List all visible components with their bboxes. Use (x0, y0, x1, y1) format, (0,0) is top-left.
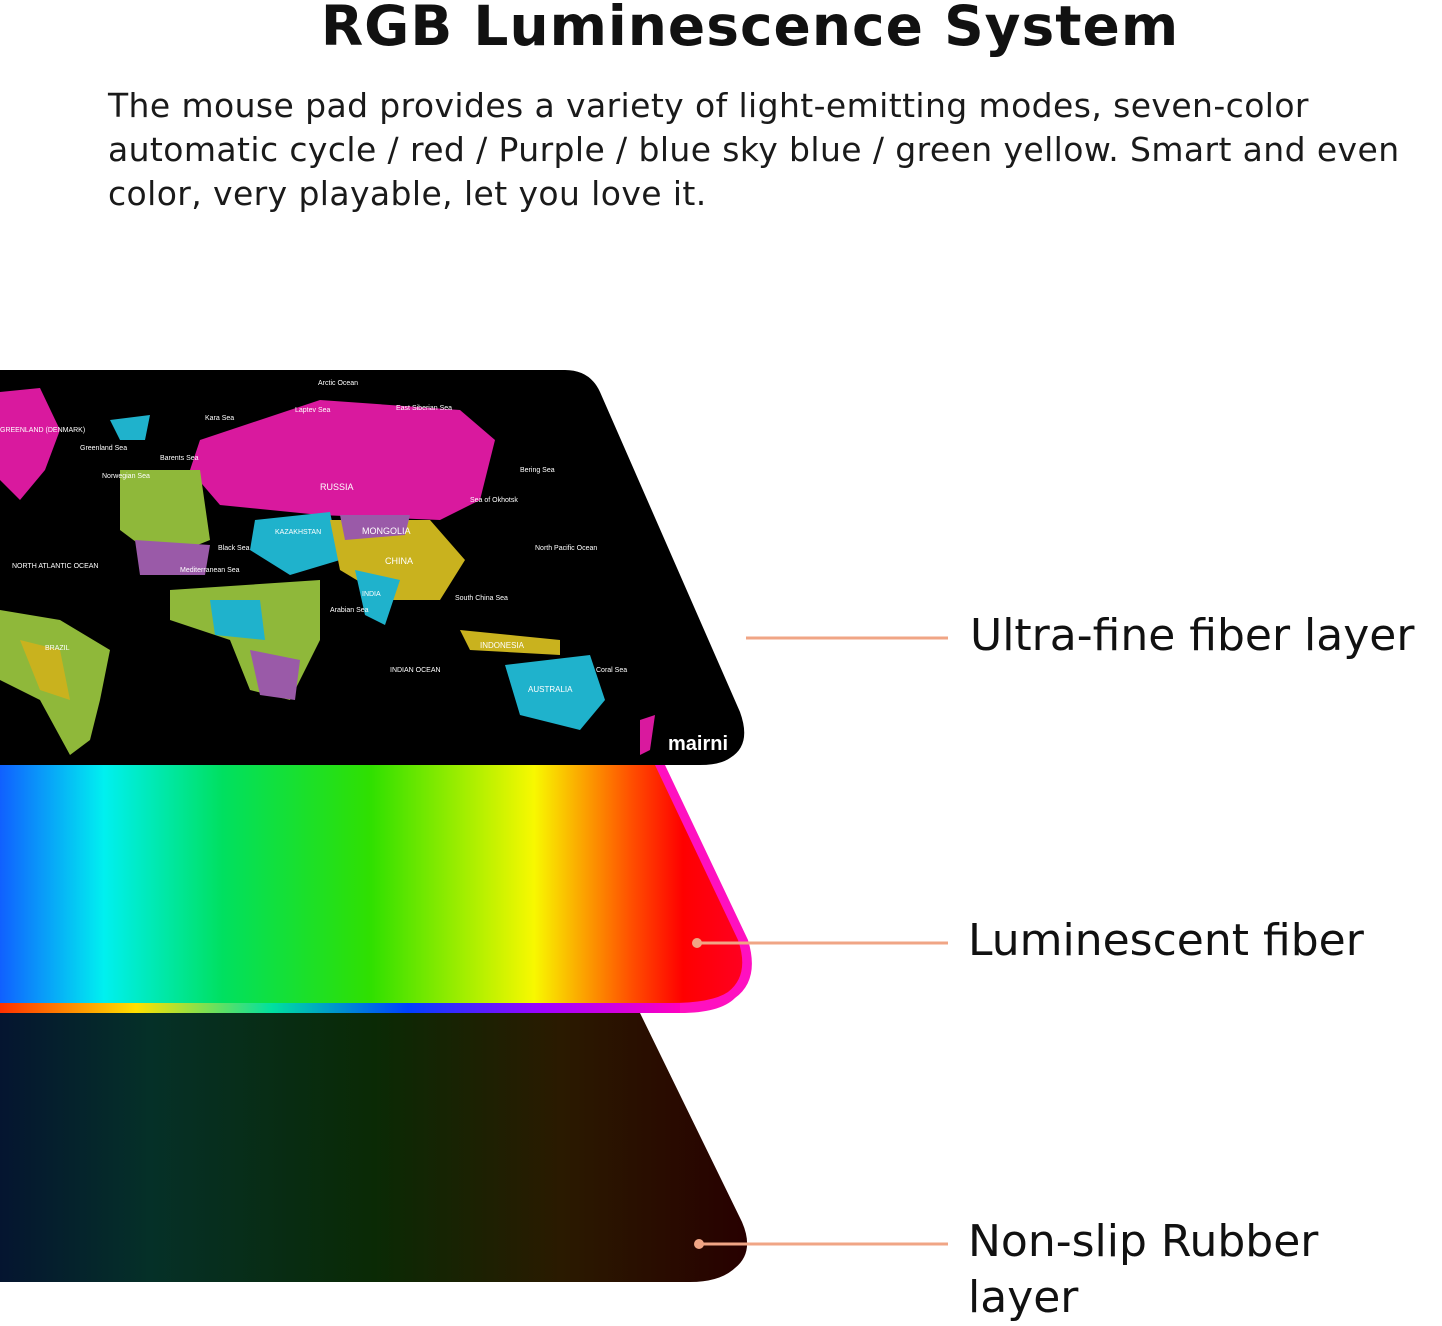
rubber-layer (0, 1013, 748, 1282)
map-label: KAZAKHSTAN (275, 529, 321, 536)
map-label: South China Sea (455, 595, 508, 602)
callout-dot-rubber (694, 1239, 704, 1249)
page-title: RGB Luminescence System (320, 0, 1180, 58)
label-rubber-layer: Non-slip Rubber layer (968, 1216, 1319, 1323)
map-label: BRAZIL (45, 645, 70, 652)
map-label: Arctic Ocean (318, 380, 358, 387)
map-label: CHINA (385, 556, 413, 566)
map-label: Arabian Sea (330, 607, 369, 614)
callout-dot-luminescent (692, 938, 702, 948)
map-label: Black Sea (218, 545, 250, 552)
map-label: Coral Sea (596, 667, 627, 674)
map-label: Norwegian Sea (102, 473, 150, 480)
map-label: Mediterranean Sea (180, 567, 240, 574)
label-fiber-layer: Ultra-fine fiber layer (970, 610, 1415, 661)
label-luminescent-fiber: Luminescent fiber (968, 915, 1364, 966)
map-label: INDONESIA (480, 641, 525, 650)
rgb-strip (0, 1003, 680, 1013)
map-label: North Pacific Ocean (535, 545, 597, 552)
luminescent-layer (0, 765, 743, 1003)
description: The mouse pad provides a variety of ligh… (108, 86, 1400, 213)
map-label: East Siberian Sea (396, 405, 452, 412)
map-label: RUSSIA (320, 482, 354, 492)
map-label: Bering Sea (520, 467, 555, 474)
map-label: NORTH ATLANTIC OCEAN (12, 563, 98, 570)
map-label: Sea of Okhotsk (470, 497, 518, 504)
map-label: GREENLAND (DENMARK) (0, 427, 85, 434)
map-label: INDIA (362, 591, 381, 598)
map-label: Laptev Sea (295, 407, 331, 414)
map-label: INDIAN OCEAN (390, 667, 441, 674)
map-label: MONGOLIA (362, 526, 411, 536)
brand-logo: mairni (668, 733, 728, 755)
map-label: Barents Sea (160, 455, 199, 462)
map-label: Kara Sea (205, 415, 234, 422)
map-label: AUSTRALIA (528, 685, 573, 694)
world-map (0, 388, 655, 755)
map-label: Greenland Sea (80, 445, 127, 452)
